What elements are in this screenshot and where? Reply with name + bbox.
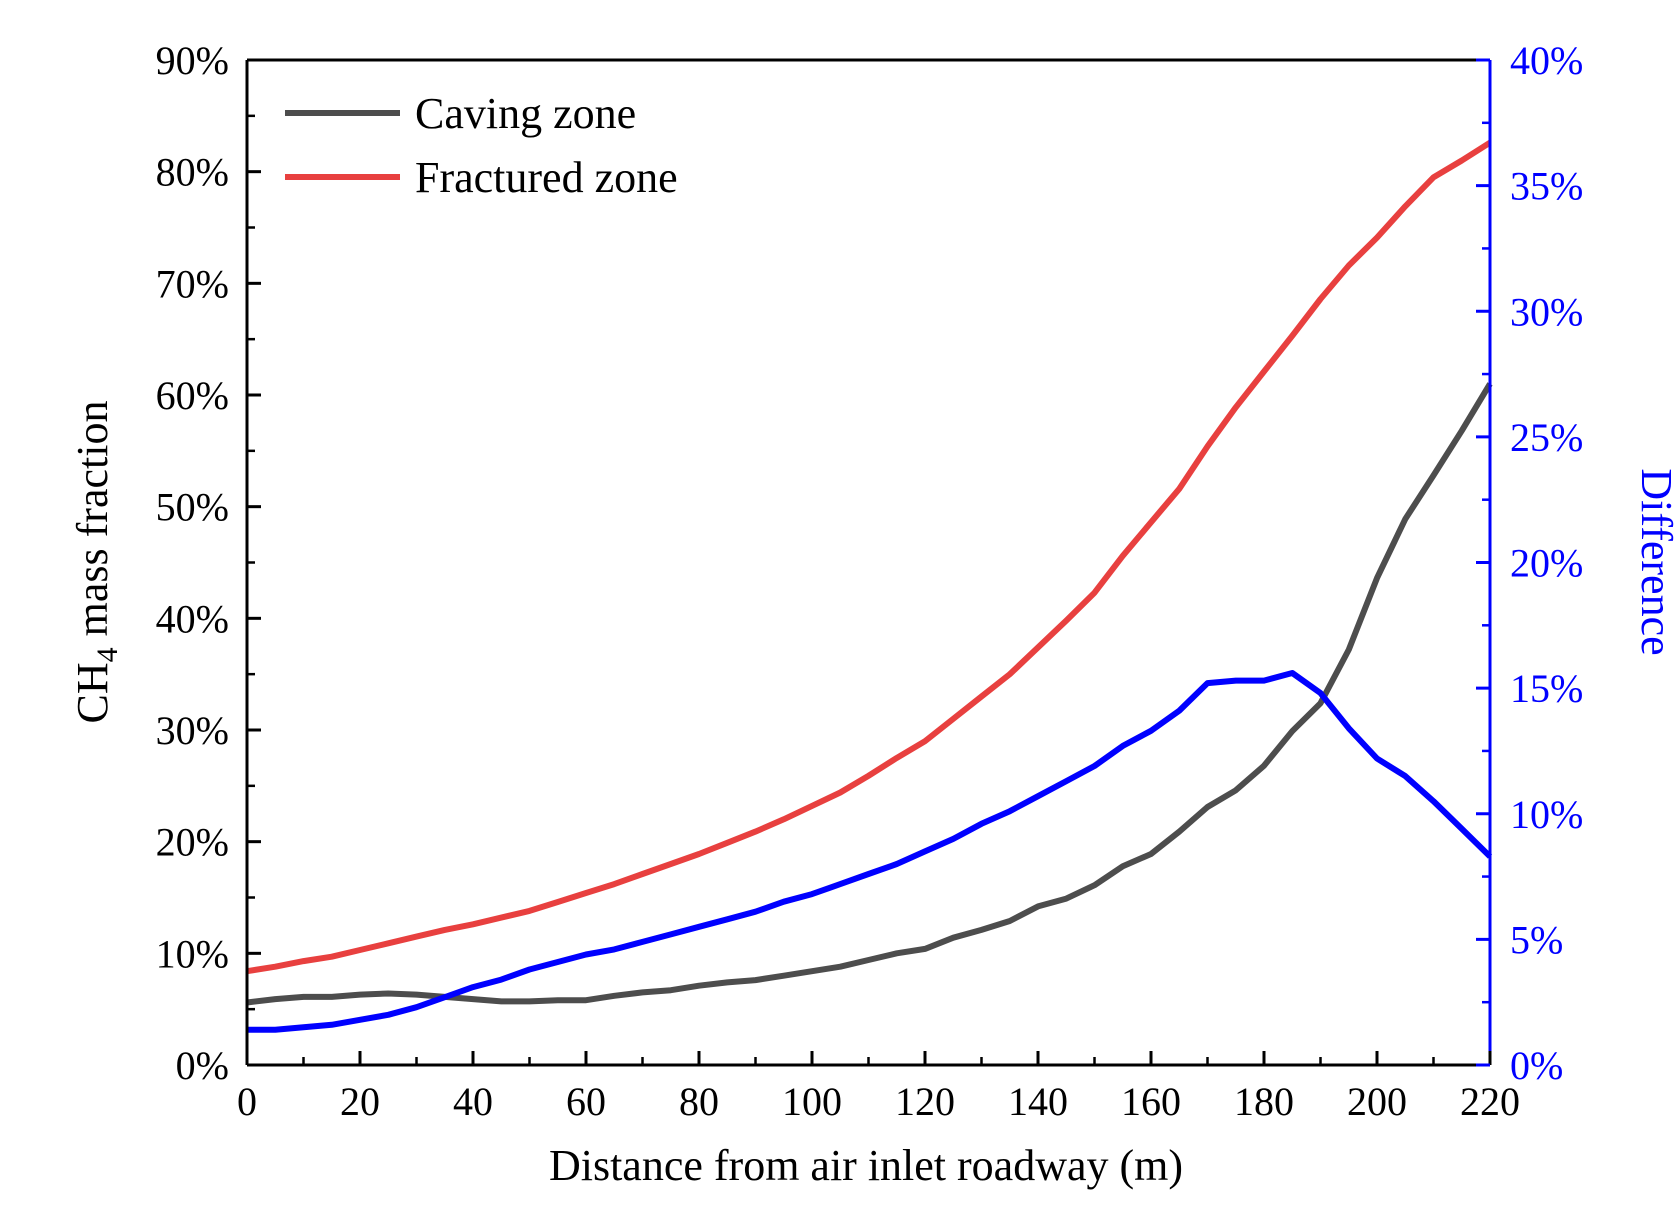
y-left-axis-title-rest: mass fraction (68, 401, 117, 648)
x-tick-label: 0 (237, 1079, 257, 1124)
y-right-tick-label: 15% (1510, 666, 1583, 711)
y-left-tick-label: 50% (156, 485, 229, 530)
x-tick-label: 60 (566, 1079, 606, 1124)
y-left-axis-title-main: CH (68, 662, 117, 723)
y-left-axis-title: CH4 mass fraction (68, 401, 124, 724)
x-tick-label: 100 (782, 1079, 842, 1124)
y-left-tick-label: 90% (156, 38, 229, 83)
x-tick-label: 220 (1460, 1079, 1520, 1124)
y-right-tick-label: 20% (1510, 541, 1583, 586)
y-right-axis-ticks: 0% 5% 10% 15% 20% 25% 30% 35% 40% (1476, 38, 1583, 1088)
y-left-axis-ticks: 0% 10% 20% 30% 40% 50% 60% 70% 80% 90% (156, 38, 261, 1088)
plot-frame (245, 58, 1492, 1067)
y-left-tick-label: 40% (156, 596, 229, 641)
legend: Caving zone Fractured zone (285, 89, 678, 202)
x-tick-label: 160 (1121, 1079, 1181, 1124)
y-left-tick-label: 20% (156, 820, 229, 865)
x-tick-label: 200 (1347, 1079, 1407, 1124)
x-tick-label: 120 (895, 1079, 955, 1124)
x-tick-label: 20 (340, 1079, 380, 1124)
y-right-tick-label: 0% (1510, 1043, 1563, 1088)
legend-label-fractured-zone: Fractured zone (415, 153, 678, 202)
series-line-fractured-zone (246, 140, 1492, 975)
y-right-tick-label: 40% (1510, 38, 1583, 83)
y-left-axis-title-subscript: 4 (91, 647, 124, 662)
x-axis-title: Distance from air inlet roadway (m) (549, 1141, 1183, 1190)
y-left-tick-label: 80% (156, 150, 229, 195)
x-axis-ticks: 0 20 40 60 80 100 120 140 160 180 200 220 (237, 1051, 1520, 1124)
x-tick-label: 180 (1234, 1079, 1294, 1124)
y-right-tick-label: 35% (1510, 164, 1583, 209)
series-line-caving-zone (246, 382, 1493, 1006)
x-tick-label: 140 (1008, 1079, 1068, 1124)
y-left-tick-label: 30% (156, 708, 229, 753)
y-right-axis-title: Difference (1632, 468, 1678, 655)
series-layer (246, 140, 1493, 1033)
y-right-tick-label: 30% (1510, 289, 1583, 334)
y-right-tick-label: 25% (1510, 415, 1583, 460)
legend-label-caving-zone: Caving zone (415, 89, 636, 138)
x-tick-label: 80 (679, 1079, 719, 1124)
x-tick-label: 40 (453, 1079, 493, 1124)
y-left-tick-label: 60% (156, 373, 229, 418)
y-left-tick-label: 10% (156, 931, 229, 976)
y-right-tick-label: 5% (1510, 917, 1563, 962)
series-line-difference (247, 670, 1493, 1033)
y-left-tick-label: 0% (176, 1043, 229, 1088)
y-left-tick-label: 70% (156, 261, 229, 306)
y-right-tick-label: 10% (1510, 792, 1583, 837)
